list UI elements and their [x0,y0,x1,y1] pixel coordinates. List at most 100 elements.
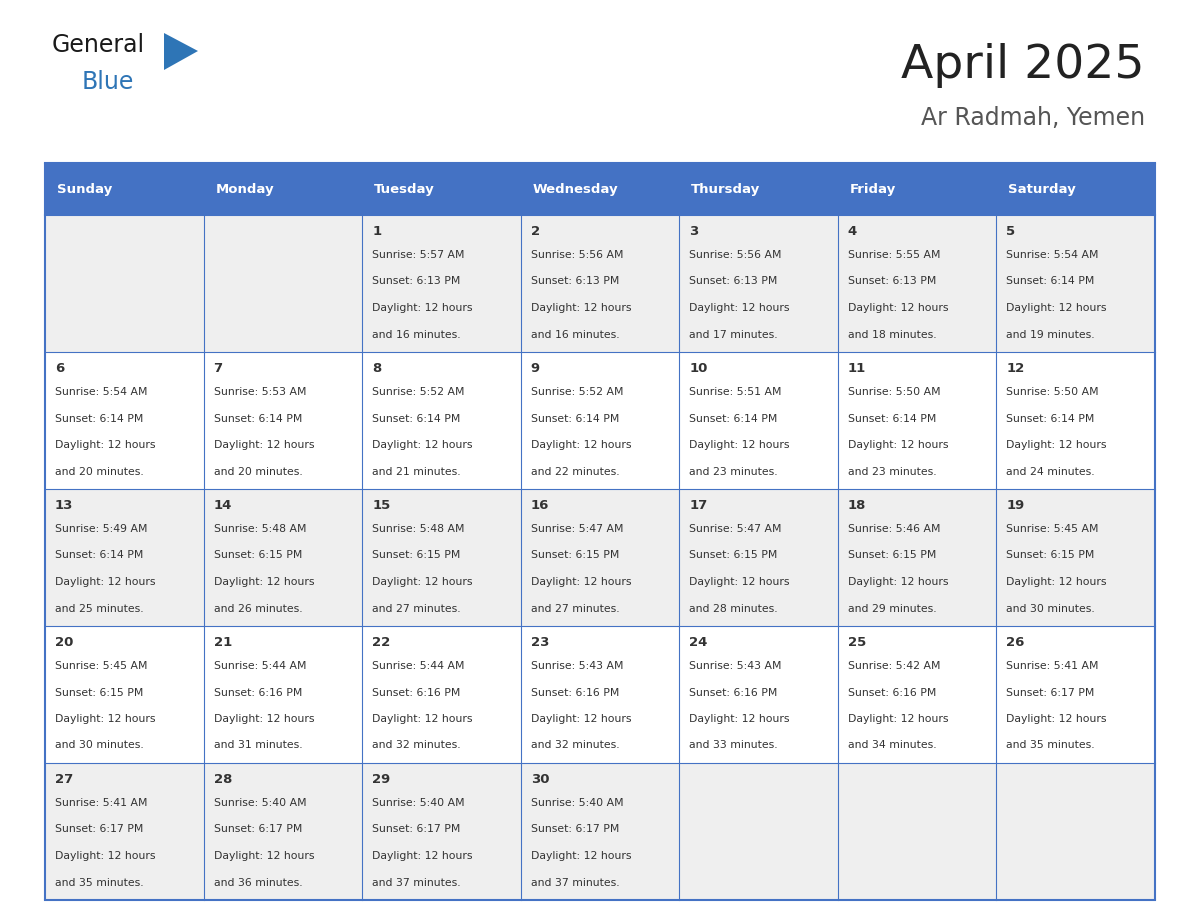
Text: Sunset: 6:15 PM: Sunset: 6:15 PM [531,551,619,561]
Bar [997,163,1155,215]
Bar [520,489,680,626]
Text: and 35 minutes.: and 35 minutes. [1006,741,1095,751]
Text: Sunrise: 5:50 AM: Sunrise: 5:50 AM [848,387,941,397]
Text: Sunrise: 5:55 AM: Sunrise: 5:55 AM [848,250,941,260]
Text: Daylight: 12 hours: Daylight: 12 hours [689,577,790,587]
Bar [45,489,203,626]
Bar [680,626,838,763]
Bar [838,163,997,215]
Text: Sunset: 6:13 PM: Sunset: 6:13 PM [689,276,778,286]
Bar [362,215,520,352]
Text: Sunrise: 5:40 AM: Sunrise: 5:40 AM [214,798,307,808]
Text: Friday: Friday [849,183,896,196]
Text: Daylight: 12 hours: Daylight: 12 hours [531,851,631,861]
Text: 11: 11 [848,362,866,375]
Text: Sunrise: 5:40 AM: Sunrise: 5:40 AM [531,798,624,808]
Text: Sunrise: 5:56 AM: Sunrise: 5:56 AM [531,250,624,260]
Bar [520,763,680,900]
Bar [680,489,838,626]
Text: 3: 3 [689,225,699,238]
Text: Sunrise: 5:43 AM: Sunrise: 5:43 AM [531,661,624,671]
Text: Sunrise: 5:46 AM: Sunrise: 5:46 AM [848,524,941,534]
Text: 18: 18 [848,499,866,512]
Text: Daylight: 12 hours: Daylight: 12 hours [55,440,156,450]
Text: Sunrise: 5:41 AM: Sunrise: 5:41 AM [55,798,147,808]
Text: 22: 22 [372,636,391,649]
Text: Daylight: 12 hours: Daylight: 12 hours [689,440,790,450]
Text: and 20 minutes.: and 20 minutes. [214,466,302,476]
Text: and 17 minutes.: and 17 minutes. [689,330,778,340]
Text: Sunset: 6:16 PM: Sunset: 6:16 PM [531,688,619,698]
Text: Daylight: 12 hours: Daylight: 12 hours [55,714,156,724]
Text: and 22 minutes.: and 22 minutes. [531,466,619,476]
Text: Sunrise: 5:40 AM: Sunrise: 5:40 AM [372,798,465,808]
Bar [997,763,1155,900]
Text: and 35 minutes.: and 35 minutes. [55,878,144,888]
Bar [838,352,997,489]
Text: and 27 minutes.: and 27 minutes. [531,603,619,613]
Text: Sunset: 6:16 PM: Sunset: 6:16 PM [372,688,461,698]
Text: Sunrise: 5:57 AM: Sunrise: 5:57 AM [372,250,465,260]
Text: Sunrise: 5:42 AM: Sunrise: 5:42 AM [848,661,941,671]
Text: Sunset: 6:16 PM: Sunset: 6:16 PM [214,688,302,698]
Text: and 33 minutes.: and 33 minutes. [689,741,778,751]
Text: Sunset: 6:16 PM: Sunset: 6:16 PM [689,688,778,698]
Text: Sunset: 6:14 PM: Sunset: 6:14 PM [848,413,936,423]
Text: 26: 26 [1006,636,1025,649]
Bar [997,352,1155,489]
Text: Daylight: 12 hours: Daylight: 12 hours [531,440,631,450]
Text: Sunset: 6:14 PM: Sunset: 6:14 PM [531,413,619,423]
Text: and 16 minutes.: and 16 minutes. [531,330,619,340]
Text: Sunrise: 5:49 AM: Sunrise: 5:49 AM [55,524,147,534]
Text: 5: 5 [1006,225,1016,238]
Bar [838,763,997,900]
Text: Sunrise: 5:44 AM: Sunrise: 5:44 AM [372,661,465,671]
Text: and 25 minutes.: and 25 minutes. [55,603,144,613]
Text: Sunset: 6:13 PM: Sunset: 6:13 PM [531,276,619,286]
Text: 29: 29 [372,773,391,786]
Text: and 23 minutes.: and 23 minutes. [689,466,778,476]
Bar [362,763,520,900]
Text: 27: 27 [55,773,74,786]
Text: Sunrise: 5:50 AM: Sunrise: 5:50 AM [1006,387,1099,397]
Text: and 27 minutes.: and 27 minutes. [372,603,461,613]
Text: Daylight: 12 hours: Daylight: 12 hours [55,577,156,587]
Text: and 18 minutes.: and 18 minutes. [848,330,936,340]
Text: Sunrise: 5:51 AM: Sunrise: 5:51 AM [689,387,782,397]
Text: Daylight: 12 hours: Daylight: 12 hours [372,851,473,861]
Text: Sunrise: 5:41 AM: Sunrise: 5:41 AM [1006,661,1099,671]
Text: and 28 minutes.: and 28 minutes. [689,603,778,613]
Text: and 26 minutes.: and 26 minutes. [214,603,302,613]
Bar [362,626,520,763]
Text: 24: 24 [689,636,708,649]
Text: Sunset: 6:15 PM: Sunset: 6:15 PM [55,688,144,698]
Text: Sunset: 6:14 PM: Sunset: 6:14 PM [1006,413,1095,423]
Text: and 32 minutes.: and 32 minutes. [531,741,619,751]
Text: Daylight: 12 hours: Daylight: 12 hours [1006,714,1107,724]
Text: Sunrise: 5:45 AM: Sunrise: 5:45 AM [1006,524,1099,534]
Text: Sunrise: 5:43 AM: Sunrise: 5:43 AM [689,661,782,671]
Text: Sunset: 6:14 PM: Sunset: 6:14 PM [689,413,778,423]
Text: Sunset: 6:17 PM: Sunset: 6:17 PM [531,824,619,834]
Text: Sunrise: 5:52 AM: Sunrise: 5:52 AM [372,387,465,397]
Text: Sunset: 6:14 PM: Sunset: 6:14 PM [55,413,144,423]
Bar [838,215,997,352]
Text: 13: 13 [55,499,74,512]
Text: Sunrise: 5:52 AM: Sunrise: 5:52 AM [531,387,624,397]
Text: Sunrise: 5:45 AM: Sunrise: 5:45 AM [55,661,147,671]
Bar [997,215,1155,352]
Text: Daylight: 12 hours: Daylight: 12 hours [689,303,790,313]
Bar [203,626,362,763]
Text: 15: 15 [372,499,391,512]
Text: 23: 23 [531,636,549,649]
Bar [203,352,362,489]
Text: Blue: Blue [82,70,134,94]
Text: Sunset: 6:15 PM: Sunset: 6:15 PM [848,551,936,561]
Text: Sunrise: 5:53 AM: Sunrise: 5:53 AM [214,387,307,397]
Bar [838,626,997,763]
Text: Daylight: 12 hours: Daylight: 12 hours [372,440,473,450]
Text: Daylight: 12 hours: Daylight: 12 hours [531,577,631,587]
Bar [203,489,362,626]
Text: Sunset: 6:16 PM: Sunset: 6:16 PM [848,688,936,698]
Text: and 37 minutes.: and 37 minutes. [531,878,619,888]
